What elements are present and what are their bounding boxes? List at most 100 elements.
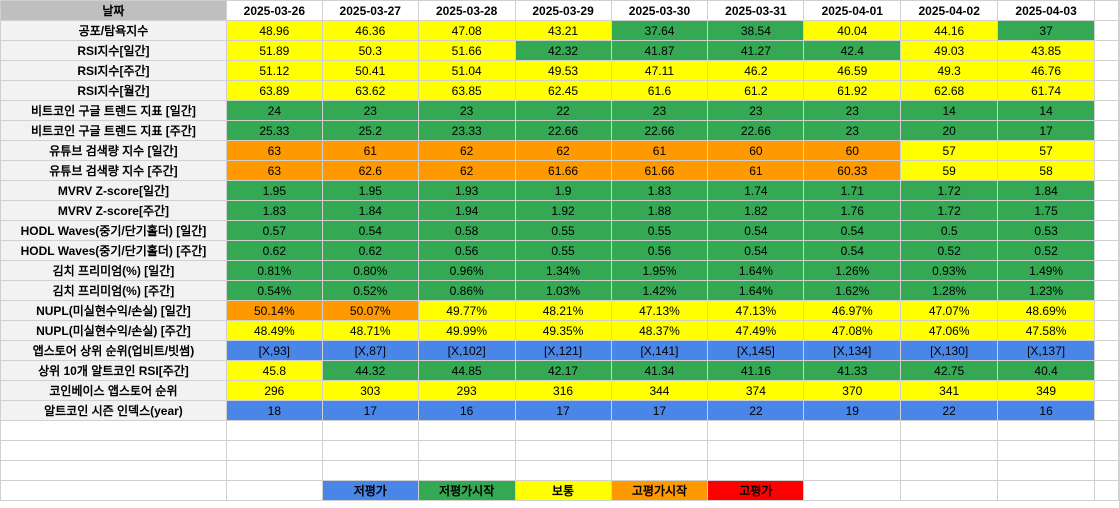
empty-cell[interactable] <box>225 420 323 441</box>
empty-cell[interactable] <box>707 440 805 461</box>
empty-cell[interactable] <box>321 460 419 481</box>
empty-cell[interactable] <box>1094 300 1119 321</box>
data-cell[interactable]: 58 <box>997 160 1096 181</box>
data-cell[interactable]: 1.72 <box>900 200 999 221</box>
data-cell[interactable]: 47.49% <box>707 320 805 341</box>
data-cell[interactable]: 61.92 <box>803 80 902 101</box>
data-cell[interactable]: 48.49% <box>225 320 323 341</box>
data-cell[interactable]: 0.5 <box>900 220 999 241</box>
data-cell[interactable]: 37 <box>997 20 1096 41</box>
empty-cell[interactable] <box>803 420 902 441</box>
data-cell[interactable]: [X,134] <box>803 340 902 361</box>
empty-cell[interactable] <box>610 440 709 461</box>
empty-cell[interactable] <box>514 420 612 441</box>
data-cell[interactable]: 1.42% <box>610 280 709 301</box>
data-cell[interactable]: 0.53 <box>997 220 1096 241</box>
data-cell[interactable]: 1.76 <box>803 200 902 221</box>
data-cell[interactable]: [X,145] <box>707 340 805 361</box>
data-cell[interactable]: 0.52 <box>997 240 1096 261</box>
data-cell[interactable]: 23 <box>321 100 419 121</box>
date-column-header[interactable]: 2025-03-27 <box>321 0 419 21</box>
data-cell[interactable]: 41.27 <box>707 40 805 61</box>
data-cell[interactable]: 1.83 <box>225 200 323 221</box>
data-cell[interactable]: 46.2 <box>707 60 805 81</box>
data-cell[interactable]: 50.14% <box>225 300 323 321</box>
data-cell[interactable]: 44.16 <box>900 20 999 41</box>
empty-cell[interactable] <box>1094 220 1119 241</box>
data-cell[interactable]: 61 <box>610 140 709 161</box>
data-cell[interactable]: [X,93] <box>225 340 323 361</box>
data-cell[interactable]: 49.77% <box>417 300 516 321</box>
data-cell[interactable]: 349 <box>997 380 1096 401</box>
data-cell[interactable]: 0.54 <box>707 240 805 261</box>
data-cell[interactable]: 22 <box>514 100 612 121</box>
data-cell[interactable]: 51.12 <box>225 60 323 81</box>
date-header-label[interactable]: 날짜 <box>0 0 227 21</box>
data-cell[interactable]: 1.93 <box>417 180 516 201</box>
row-label[interactable]: 비트코인 구글 트렌드 지표 [주간] <box>0 120 227 141</box>
data-cell[interactable]: 0.80% <box>321 260 419 281</box>
data-cell[interactable]: 37.64 <box>610 20 709 41</box>
legend-green-swatch[interactable]: 저평가시작 <box>417 480 516 501</box>
data-cell[interactable]: 22.66 <box>707 120 805 141</box>
legend-blue-swatch[interactable]: 저평가 <box>321 480 419 501</box>
data-cell[interactable]: 14 <box>900 100 999 121</box>
data-cell[interactable]: 63 <box>225 140 323 161</box>
data-cell[interactable]: [X,141] <box>610 340 709 361</box>
data-cell[interactable]: 25.2 <box>321 120 419 141</box>
data-cell[interactable]: 49.35% <box>514 320 612 341</box>
empty-cell[interactable] <box>1094 460 1119 481</box>
data-cell[interactable]: 0.54 <box>707 220 805 241</box>
data-cell[interactable]: 41.87 <box>610 40 709 61</box>
empty-cell[interactable] <box>900 420 999 441</box>
data-cell[interactable]: 341 <box>900 380 999 401</box>
empty-cell[interactable] <box>1094 80 1119 101</box>
empty-cell[interactable] <box>225 480 323 501</box>
data-cell[interactable]: 293 <box>417 380 516 401</box>
empty-cell[interactable] <box>997 440 1096 461</box>
data-cell[interactable]: 0.96% <box>417 260 516 281</box>
data-cell[interactable]: 51.04 <box>417 60 516 81</box>
data-cell[interactable]: 0.54 <box>803 220 902 241</box>
data-cell[interactable]: 63.89 <box>225 80 323 101</box>
data-cell[interactable]: 46.97% <box>803 300 902 321</box>
data-cell[interactable]: 61.6 <box>610 80 709 101</box>
data-cell[interactable]: 1.72 <box>900 180 999 201</box>
empty-cell[interactable] <box>900 440 999 461</box>
data-cell[interactable]: [X,87] <box>321 340 419 361</box>
data-cell[interactable]: 0.54% <box>225 280 323 301</box>
data-cell[interactable]: 1.95% <box>610 260 709 281</box>
row-label[interactable]: 유튜브 검색량 지수 [일간] <box>0 140 227 161</box>
data-cell[interactable]: 17 <box>997 120 1096 141</box>
date-column-header[interactable]: 2025-04-03 <box>997 0 1096 21</box>
data-cell[interactable]: 57 <box>900 140 999 161</box>
data-cell[interactable]: 49.53 <box>514 60 612 81</box>
data-cell[interactable]: 62.45 <box>514 80 612 101</box>
empty-cell[interactable] <box>1094 280 1119 301</box>
data-cell[interactable]: 60 <box>803 140 902 161</box>
data-cell[interactable]: 38.54 <box>707 20 805 41</box>
empty-cell[interactable] <box>1094 380 1119 401</box>
data-cell[interactable]: 1.84 <box>997 180 1096 201</box>
row-label[interactable]: 김치 프리미엄(%) [일간] <box>0 260 227 281</box>
row-label[interactable]: NUPL(미실현수익/손실) [주간] <box>0 320 227 341</box>
data-cell[interactable]: 0.52 <box>900 240 999 261</box>
data-cell[interactable]: 1.28% <box>900 280 999 301</box>
empty-cell[interactable] <box>1094 180 1119 201</box>
empty-cell[interactable] <box>997 460 1096 481</box>
data-cell[interactable]: 1.84 <box>321 200 419 221</box>
data-cell[interactable]: 49.3 <box>900 60 999 81</box>
data-cell[interactable]: 50.07% <box>321 300 419 321</box>
data-cell[interactable]: 0.55 <box>514 220 612 241</box>
data-cell[interactable]: 47.58% <box>997 320 1096 341</box>
data-cell[interactable]: 48.21% <box>514 300 612 321</box>
empty-cell[interactable] <box>1094 20 1119 41</box>
data-cell[interactable]: [X,102] <box>417 340 516 361</box>
data-cell[interactable]: 16 <box>417 400 516 421</box>
data-cell[interactable]: 62 <box>514 140 612 161</box>
data-cell[interactable]: 0.52% <box>321 280 419 301</box>
data-cell[interactable]: 0.55 <box>610 220 709 241</box>
empty-cell[interactable] <box>1094 400 1119 421</box>
data-cell[interactable]: 374 <box>707 380 805 401</box>
data-cell[interactable]: 14 <box>997 100 1096 121</box>
